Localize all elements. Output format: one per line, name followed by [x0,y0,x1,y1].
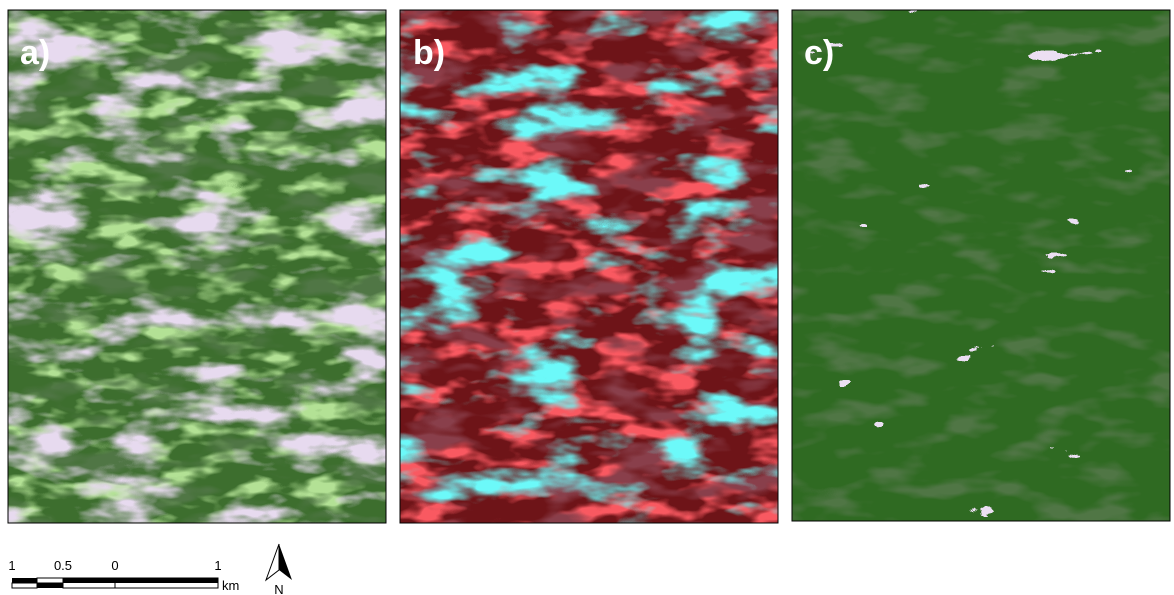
figure: a) b) c) 1 0.5 0 1 km N [0,0,1174,595]
scale-bar: 1 0.5 0 1 km [8,558,239,593]
panel-label: a) [20,34,50,72]
panel-a: a) [8,10,386,523]
panel-c: c) [792,10,1170,521]
scale-label: 0 [111,558,118,573]
panel-b: b) [400,10,778,523]
north-label: N [274,582,283,595]
scale-label: 1 [214,558,221,573]
scale-label: 1 [8,558,15,573]
scale-label: 0.5 [54,558,72,573]
panel-label: b) [413,34,445,72]
panel-label: c) [804,34,834,72]
scale-unit: km [222,578,239,593]
north-arrow: N [266,544,292,595]
